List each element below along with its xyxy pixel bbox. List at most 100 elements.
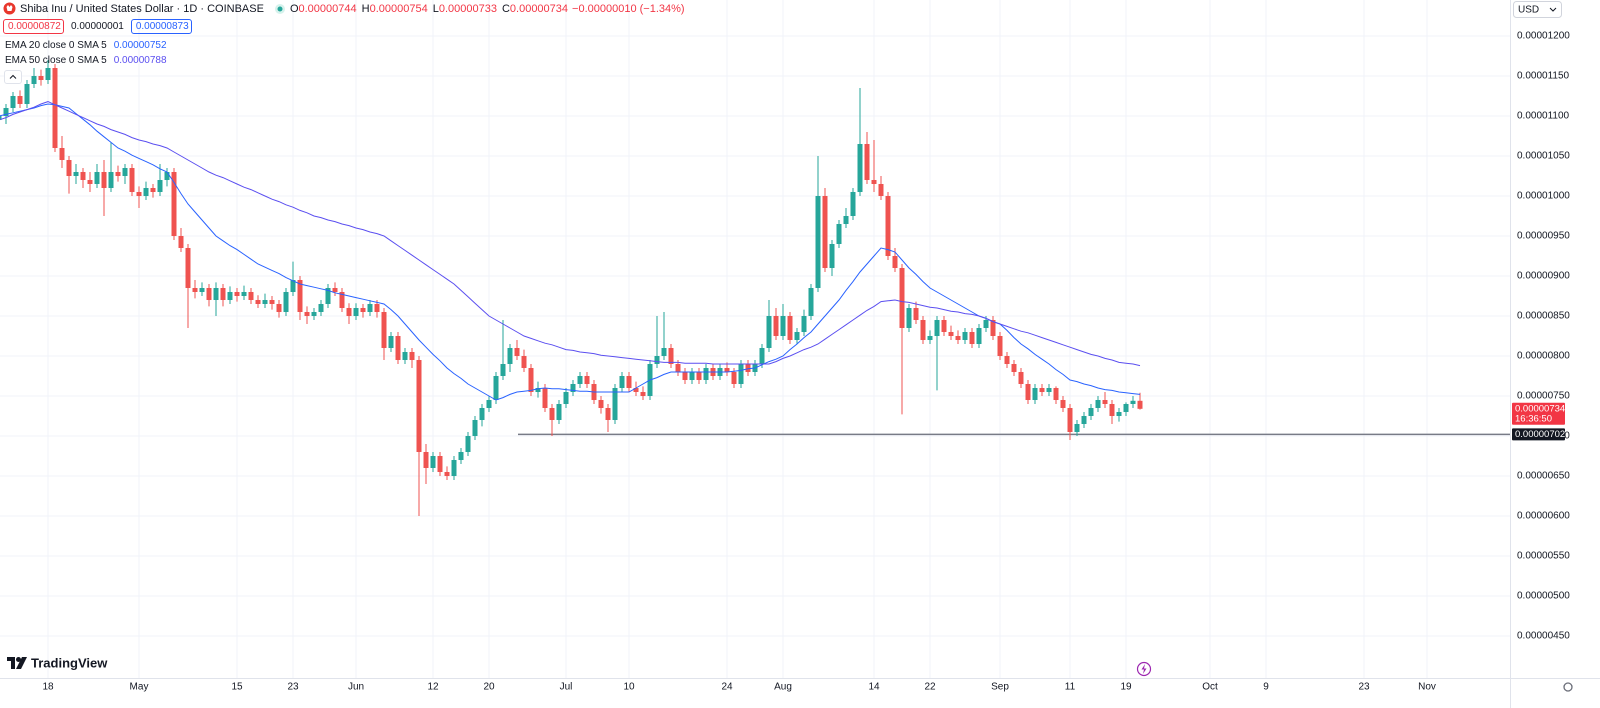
candle-body bbox=[745, 364, 751, 372]
candle-body bbox=[255, 300, 261, 304]
candle-body bbox=[164, 172, 170, 180]
candle-body bbox=[577, 376, 583, 384]
spread: 0.00000001 bbox=[71, 21, 124, 32]
buy-button[interactable]: 0.00000873 bbox=[130, 19, 192, 34]
indicator-value: 0.00000788 bbox=[113, 55, 167, 66]
candle-body bbox=[619, 376, 625, 388]
candle-body bbox=[535, 388, 541, 392]
candle-body bbox=[801, 316, 807, 332]
candle-body bbox=[633, 388, 639, 392]
candle-body bbox=[451, 460, 457, 476]
candle-body bbox=[416, 360, 422, 452]
candle-body bbox=[675, 364, 681, 372]
candle-body bbox=[374, 304, 380, 312]
candle-body bbox=[437, 456, 443, 472]
candle-body bbox=[1095, 400, 1101, 408]
candle-body bbox=[521, 356, 527, 368]
collapse-icon bbox=[9, 74, 17, 79]
candle-body bbox=[1025, 384, 1031, 400]
plot bbox=[0, 0, 1510, 678]
y-tick-label: 0.00000800 bbox=[1517, 351, 1570, 362]
x-tick-label: Oct bbox=[1202, 682, 1218, 693]
candle-body bbox=[353, 308, 359, 316]
symbol-row: Shiba Inu / United States Dollar · 1D · … bbox=[3, 2, 685, 15]
indicator-value: 0.00000752 bbox=[113, 40, 167, 51]
indicator-name[interactable]: EMA 50 close 0 SMA 5 bbox=[5, 55, 107, 66]
candle-body bbox=[1081, 416, 1087, 424]
candle-body bbox=[1011, 364, 1017, 372]
candle-body bbox=[465, 436, 471, 452]
candle-body bbox=[864, 144, 870, 180]
x-tick-label: 18 bbox=[42, 682, 54, 693]
events-icon[interactable] bbox=[1136, 661, 1152, 677]
settings-icon[interactable] bbox=[1563, 682, 1573, 692]
ohlc-value: 0.00000733 bbox=[438, 2, 497, 15]
candle-body bbox=[248, 292, 254, 300]
candle-body bbox=[423, 452, 429, 468]
candle-body bbox=[1060, 400, 1066, 408]
candle-body bbox=[969, 332, 975, 344]
market-status[interactable] bbox=[274, 3, 286, 15]
ohlc-key: C bbox=[501, 2, 510, 15]
candle-body bbox=[339, 292, 345, 308]
candle-body bbox=[563, 392, 569, 404]
indicator-name[interactable]: EMA 20 close 0 SMA 5 bbox=[5, 40, 107, 51]
x-tick-label: 11 bbox=[1065, 682, 1076, 693]
candle-body bbox=[17, 96, 23, 104]
candle-body bbox=[0, 116, 2, 120]
candle-body bbox=[136, 192, 142, 196]
candle-body bbox=[409, 352, 415, 360]
candle-body bbox=[934, 320, 940, 336]
candle-body bbox=[570, 384, 576, 392]
candle-body bbox=[878, 184, 884, 196]
candle-body bbox=[626, 376, 632, 388]
currency-button[interactable] bbox=[1513, 1, 1562, 18]
candle-body bbox=[780, 316, 786, 336]
candle-body bbox=[493, 376, 499, 400]
candle-body bbox=[668, 348, 674, 364]
candle-body bbox=[759, 348, 765, 364]
logo-text: TradingView bbox=[31, 655, 108, 670]
candle-body bbox=[1053, 388, 1059, 400]
candle-body bbox=[31, 76, 37, 84]
candle-body bbox=[507, 348, 513, 364]
x-tick-label: 19 bbox=[1120, 682, 1132, 693]
candle-body bbox=[108, 172, 114, 188]
x-tick-label: 15 bbox=[231, 682, 243, 693]
y-tick-label: 0.00000450 bbox=[1517, 631, 1570, 642]
candle-body bbox=[731, 372, 737, 384]
candle-body bbox=[787, 316, 793, 340]
logo-mark bbox=[7, 657, 27, 669]
x-tick-label: Sep bbox=[991, 682, 1009, 693]
candle-body bbox=[1109, 404, 1115, 416]
candle-body bbox=[227, 292, 233, 300]
candle-body bbox=[829, 244, 835, 268]
candle-body bbox=[696, 372, 702, 380]
sell-button[interactable]: 0.00000872 bbox=[3, 19, 64, 34]
y-tick-label: 0.00000500 bbox=[1517, 591, 1570, 602]
candle-body bbox=[689, 372, 695, 380]
y-tick-label: 0.00000850 bbox=[1517, 311, 1570, 322]
y-tick-label: 0.00001200 bbox=[1517, 31, 1570, 42]
candle-body bbox=[241, 292, 247, 296]
candle-body bbox=[87, 180, 93, 184]
candle-body bbox=[808, 288, 814, 316]
horizontal-line-label-bg bbox=[1512, 428, 1565, 441]
candle-body bbox=[290, 280, 296, 292]
x-tick-label: Aug bbox=[774, 682, 792, 693]
candle-body bbox=[640, 392, 646, 396]
candle-body bbox=[486, 400, 492, 408]
candle-body bbox=[927, 336, 933, 340]
collapse-button[interactable] bbox=[4, 70, 22, 84]
candle-body bbox=[871, 180, 877, 184]
ohlc-item: H0.00000754 bbox=[362, 3, 428, 15]
symbol-title[interactable]: Shiba Inu / United States Dollar · 1D · … bbox=[20, 2, 264, 15]
candle-body bbox=[850, 192, 856, 216]
ohlc-value: 0.00000754 bbox=[369, 2, 428, 15]
candle-body bbox=[444, 472, 450, 476]
candle-body bbox=[584, 376, 590, 384]
x-tick-label: 23 bbox=[287, 682, 299, 693]
candle-body bbox=[1123, 404, 1129, 412]
